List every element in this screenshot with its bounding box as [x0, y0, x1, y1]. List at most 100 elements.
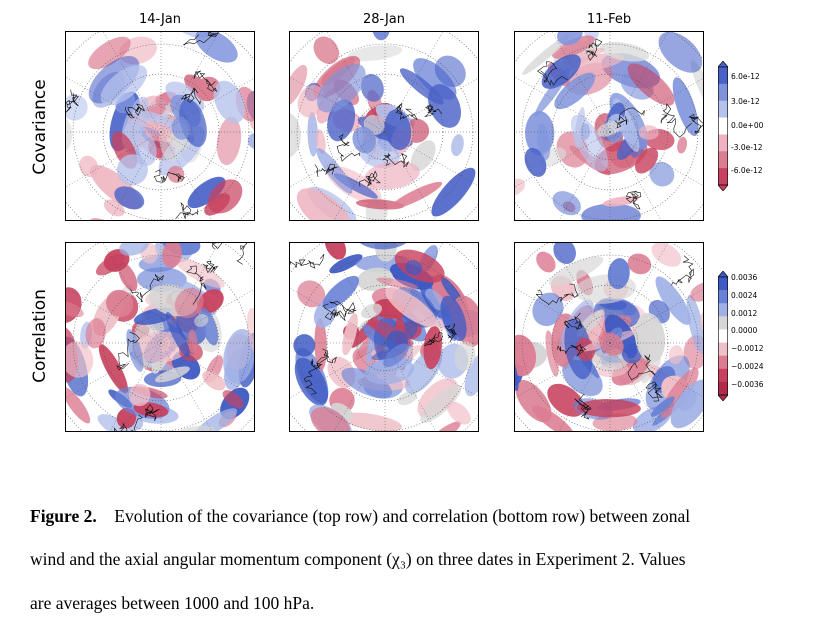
map-correlation-28-jan — [289, 242, 479, 432]
contour-blob — [246, 307, 254, 355]
meridian-line — [109, 342, 162, 431]
contour-blob — [155, 366, 190, 383]
meridian-line — [515, 131, 611, 188]
coastline — [395, 102, 418, 120]
map-covariance-14-jan — [65, 31, 255, 221]
coastline — [180, 87, 201, 105]
contour-blob — [635, 147, 659, 174]
meridian-line — [515, 287, 611, 344]
coastline — [186, 265, 207, 305]
contour-blob — [376, 277, 419, 290]
contour-blob — [361, 303, 382, 319]
contour-blob — [222, 390, 244, 409]
coastline — [322, 303, 346, 322]
contour-blob — [97, 414, 133, 431]
meridian-line — [333, 342, 386, 431]
contour-blob — [307, 111, 318, 157]
meridian-line — [515, 342, 611, 399]
column-title-28-jan: 28-Jan — [363, 12, 405, 27]
contour-blob — [66, 300, 84, 318]
meridian-line — [326, 243, 386, 344]
contour-blob — [423, 325, 443, 370]
colorbar-segment — [718, 329, 728, 343]
contour-blob — [316, 148, 353, 194]
meridian-line — [384, 243, 444, 344]
contour-blob — [541, 54, 581, 89]
coastline — [153, 169, 185, 183]
contour-blob — [607, 258, 630, 290]
coastline — [625, 190, 642, 210]
contour-blob — [85, 318, 106, 349]
contour-blob — [552, 35, 595, 59]
meridian-line — [66, 131, 162, 188]
row-label-correlation: Correlation — [30, 289, 50, 383]
coastline — [125, 103, 145, 119]
contour-blob — [66, 387, 91, 424]
contour-blob — [537, 123, 551, 160]
contour-blob — [677, 136, 688, 154]
meridian-line — [160, 78, 254, 133]
contour-blob — [213, 80, 246, 124]
meridian-line — [609, 78, 703, 133]
meridian-line — [290, 287, 386, 344]
contour-blob — [627, 253, 652, 275]
colorbar-segment — [718, 134, 728, 152]
contour-blob — [160, 337, 171, 353]
contour-blob — [322, 275, 360, 309]
contour-blob — [364, 160, 420, 190]
cor-tick-label: 0.0036 — [731, 273, 758, 282]
contour-blob — [451, 134, 464, 157]
contour-blob — [431, 167, 476, 217]
column-title-11-feb: 11-Feb — [586, 12, 632, 27]
cor-tick-label: −0.0036 — [731, 380, 764, 389]
meridian-line — [609, 342, 703, 397]
contour-blob — [434, 55, 466, 88]
coastline — [688, 113, 703, 135]
contour-blob — [360, 73, 384, 102]
contour-blob — [354, 243, 413, 250]
contour-blob — [175, 257, 225, 288]
coastline — [444, 322, 458, 343]
contour-blob — [310, 407, 351, 431]
contour-blob — [294, 357, 329, 406]
colorbar-frame — [718, 276, 728, 396]
meridian-line — [384, 289, 478, 344]
contour-blob — [670, 379, 703, 429]
contour-blob — [383, 343, 409, 368]
coastline — [202, 260, 219, 274]
caption-line-3: are averages between 1000 and 100 hPa. — [30, 593, 315, 613]
coastline — [336, 133, 360, 162]
coastline — [574, 393, 592, 420]
meridian-line — [102, 243, 162, 344]
contour-blob — [655, 276, 691, 325]
colorbar-segment — [718, 381, 728, 396]
colorbar-segment — [718, 342, 728, 356]
cor-tick-label: 0.0000 — [731, 326, 758, 335]
meridian-line — [290, 342, 386, 399]
colorbar-extend-bottom — [717, 184, 729, 192]
contour-blob — [690, 60, 703, 117]
colorbar-segment — [718, 277, 728, 291]
meridian-line — [384, 131, 437, 220]
contour-blob — [247, 132, 254, 150]
contour-blob — [651, 243, 682, 267]
coastline — [563, 312, 583, 330]
coastline — [66, 89, 80, 113]
contour-blob — [602, 196, 639, 207]
contour-blob — [621, 343, 643, 364]
coastline — [382, 152, 409, 168]
contour-blob — [297, 280, 326, 308]
correlation-colorbar — [717, 270, 729, 405]
contour-blob — [324, 243, 347, 260]
map-correlation-11-feb — [514, 242, 704, 432]
meridian-line — [66, 287, 162, 344]
meridian-line — [160, 342, 254, 397]
contour-blob — [347, 45, 403, 62]
contour-blob — [532, 292, 564, 327]
coastline — [144, 403, 160, 422]
contour-blob — [128, 383, 151, 407]
contour-blob — [223, 328, 254, 384]
cor-tick-label: 0.0012 — [731, 309, 758, 318]
contour-blob — [545, 330, 559, 377]
contour-blob — [216, 116, 242, 166]
